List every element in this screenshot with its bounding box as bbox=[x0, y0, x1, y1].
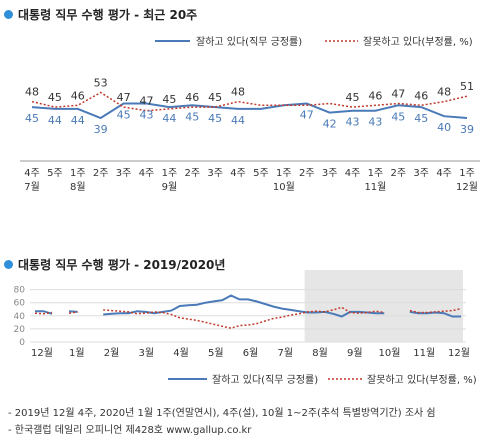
negative-value-label: 47 bbox=[391, 87, 405, 100]
footer-note-2: - 한국갤럽 데일리 오피니언 제428호 www.gallup.co.kr bbox=[8, 425, 252, 436]
x-month-label: 12월 bbox=[31, 347, 53, 359]
x-tick-label: 3주 bbox=[322, 168, 338, 179]
negative-rate-line bbox=[409, 307, 462, 314]
positive-value-label: 44 bbox=[162, 112, 176, 125]
positive-value-label: 45 bbox=[414, 112, 428, 125]
x-month-label: 4월 bbox=[173, 347, 189, 359]
x-tick-label: 2주 bbox=[184, 168, 200, 179]
x-tick-label: 4주 bbox=[345, 168, 361, 179]
x-month-label: 11월 bbox=[413, 347, 435, 359]
positive-value-label: 44 bbox=[48, 114, 62, 127]
x-month-label: 6월 bbox=[243, 347, 259, 359]
y-tick-label: 60 bbox=[14, 299, 26, 309]
x-month-label: 12월 bbox=[448, 347, 470, 359]
positive-value-label: 45 bbox=[117, 108, 131, 121]
x-tick-label: 1주 11월 bbox=[364, 168, 386, 193]
negative-rate-line bbox=[68, 311, 78, 314]
positive-value-label: 43 bbox=[139, 108, 153, 121]
negative-value-label: 45 bbox=[48, 91, 62, 104]
positive-value-label: 45 bbox=[391, 110, 405, 123]
x-tick-label: 1주 8월 bbox=[70, 168, 86, 193]
negative-value-label: 46 bbox=[71, 89, 85, 102]
x-tick-label: 4주 7월 bbox=[24, 168, 40, 193]
x-month-label: 7월 bbox=[277, 347, 293, 359]
x-month-label: 8월 bbox=[312, 347, 328, 359]
negative-value-label: 51 bbox=[460, 80, 474, 93]
positive-rate-line bbox=[69, 310, 78, 313]
chart1-title-text: 대통령 직무 수행 평가 - 최근 20주 bbox=[18, 8, 198, 22]
legend-negative-label: 잘못하고 있다(부정률, %) bbox=[367, 373, 477, 386]
x-month-label: 9월 bbox=[347, 347, 363, 359]
negative-value-label: 48 bbox=[437, 86, 451, 99]
chart2-title-text: 대통령 직무 수행 평가 - 2019/2020년 bbox=[18, 258, 226, 272]
positive-value-label: 45 bbox=[208, 112, 222, 125]
x-month-label: 3월 bbox=[138, 347, 154, 359]
x-tick-label: 1주 12월 bbox=[456, 168, 478, 193]
x-month-label: 2월 bbox=[104, 347, 120, 359]
positive-value-label: 45 bbox=[25, 112, 39, 125]
x-tick-label: 3주 bbox=[116, 168, 132, 179]
negative-value-label: 46 bbox=[368, 89, 382, 102]
x-month-label: 5월 bbox=[208, 347, 224, 359]
y-tick-label: 80 bbox=[14, 286, 26, 296]
bullet-icon bbox=[4, 10, 13, 19]
y-tick-label: 20 bbox=[14, 325, 26, 335]
positive-value-label: 39 bbox=[460, 123, 474, 136]
positive-rate-line bbox=[35, 310, 53, 315]
y-tick-label: 40 bbox=[14, 312, 26, 322]
x-tick-label: 3주 bbox=[207, 168, 223, 179]
negative-value-label: 45 bbox=[208, 91, 222, 104]
positive-value-label: 43 bbox=[346, 116, 360, 129]
positive-rate-line bbox=[31, 102, 468, 120]
legend-positive-label: 잘하고 있다(직무 긍정률) bbox=[196, 35, 302, 48]
x-tick-label: 2주 bbox=[299, 168, 315, 179]
x-tick-label: 3주 bbox=[413, 168, 429, 179]
x-tick-label: 1주 9월 bbox=[162, 168, 178, 193]
x-tick-label: 1주 10월 bbox=[273, 168, 295, 193]
chart2-title: 대통령 직무 수행 평가 - 2019/2020년 bbox=[4, 256, 225, 273]
positive-value-label: 44 bbox=[231, 114, 245, 127]
x-tick-label: 2주 bbox=[93, 168, 109, 179]
yearly-chart: 0 20 40 60 80 12월 1월 2월 3월 4월 5월 6월 7월 8월 9월 10월 11월 12월잘… bbox=[14, 270, 477, 386]
negative-value-label: 47 bbox=[117, 91, 131, 104]
positive-rate-line bbox=[103, 294, 385, 318]
negative-value-label: 48 bbox=[25, 86, 39, 99]
bullet-icon bbox=[4, 260, 13, 269]
positive-value-label: 42 bbox=[323, 118, 337, 131]
y-tick-label: 0 bbox=[19, 338, 25, 348]
legend-negative-label: 잘못하고 있다(부정률, %) bbox=[363, 35, 473, 48]
chart1-title: 대통령 직무 수행 평가 - 최근 20주 bbox=[4, 6, 197, 23]
negative-rate-line bbox=[31, 91, 468, 112]
x-month-label: 10월 bbox=[379, 347, 401, 359]
negative-value-label: 46 bbox=[414, 89, 428, 102]
negative-rate-line bbox=[34, 311, 53, 315]
x-tick-label: 2주 bbox=[391, 168, 407, 179]
positive-value-label: 44 bbox=[71, 114, 85, 127]
negative-value-label: 45 bbox=[346, 91, 360, 104]
x-tick-label: 4주 bbox=[230, 168, 246, 179]
negative-value-label: 47 bbox=[139, 95, 153, 108]
shaded-period bbox=[304, 270, 463, 342]
legend-positive-label: 잘하고 있다(직무 긍정률) bbox=[212, 373, 318, 386]
footer-note-1: - 2019년 12월 4주, 2020년 1월 1주(연말연시), 4주(설)… bbox=[8, 408, 436, 419]
x-month-label: 1월 bbox=[69, 347, 85, 359]
negative-value-label: 53 bbox=[94, 77, 108, 90]
recent-20-weeks-chart: 잘하고 있다(직무 긍정률) 잘못하고 있다(부정률, %) 45 44 44 39 45 4… bbox=[20, 35, 480, 193]
negative-value-label: 48 bbox=[231, 86, 245, 99]
negative-value-label: 46 bbox=[185, 91, 199, 104]
positive-value-label: 43 bbox=[368, 116, 382, 129]
positive-value-label: 45 bbox=[185, 110, 199, 123]
positive-value-label: 39 bbox=[94, 123, 108, 136]
x-tick-label: 4주 bbox=[436, 168, 452, 179]
x-tick-label: 5주 bbox=[47, 168, 63, 179]
positive-value-label: 40 bbox=[437, 121, 451, 134]
negative-value-label: 45 bbox=[162, 93, 176, 106]
x-tick-label: 5주 bbox=[253, 168, 269, 179]
x-tick-label: 4주 bbox=[139, 168, 155, 179]
positive-value-label: 47 bbox=[300, 108, 314, 121]
